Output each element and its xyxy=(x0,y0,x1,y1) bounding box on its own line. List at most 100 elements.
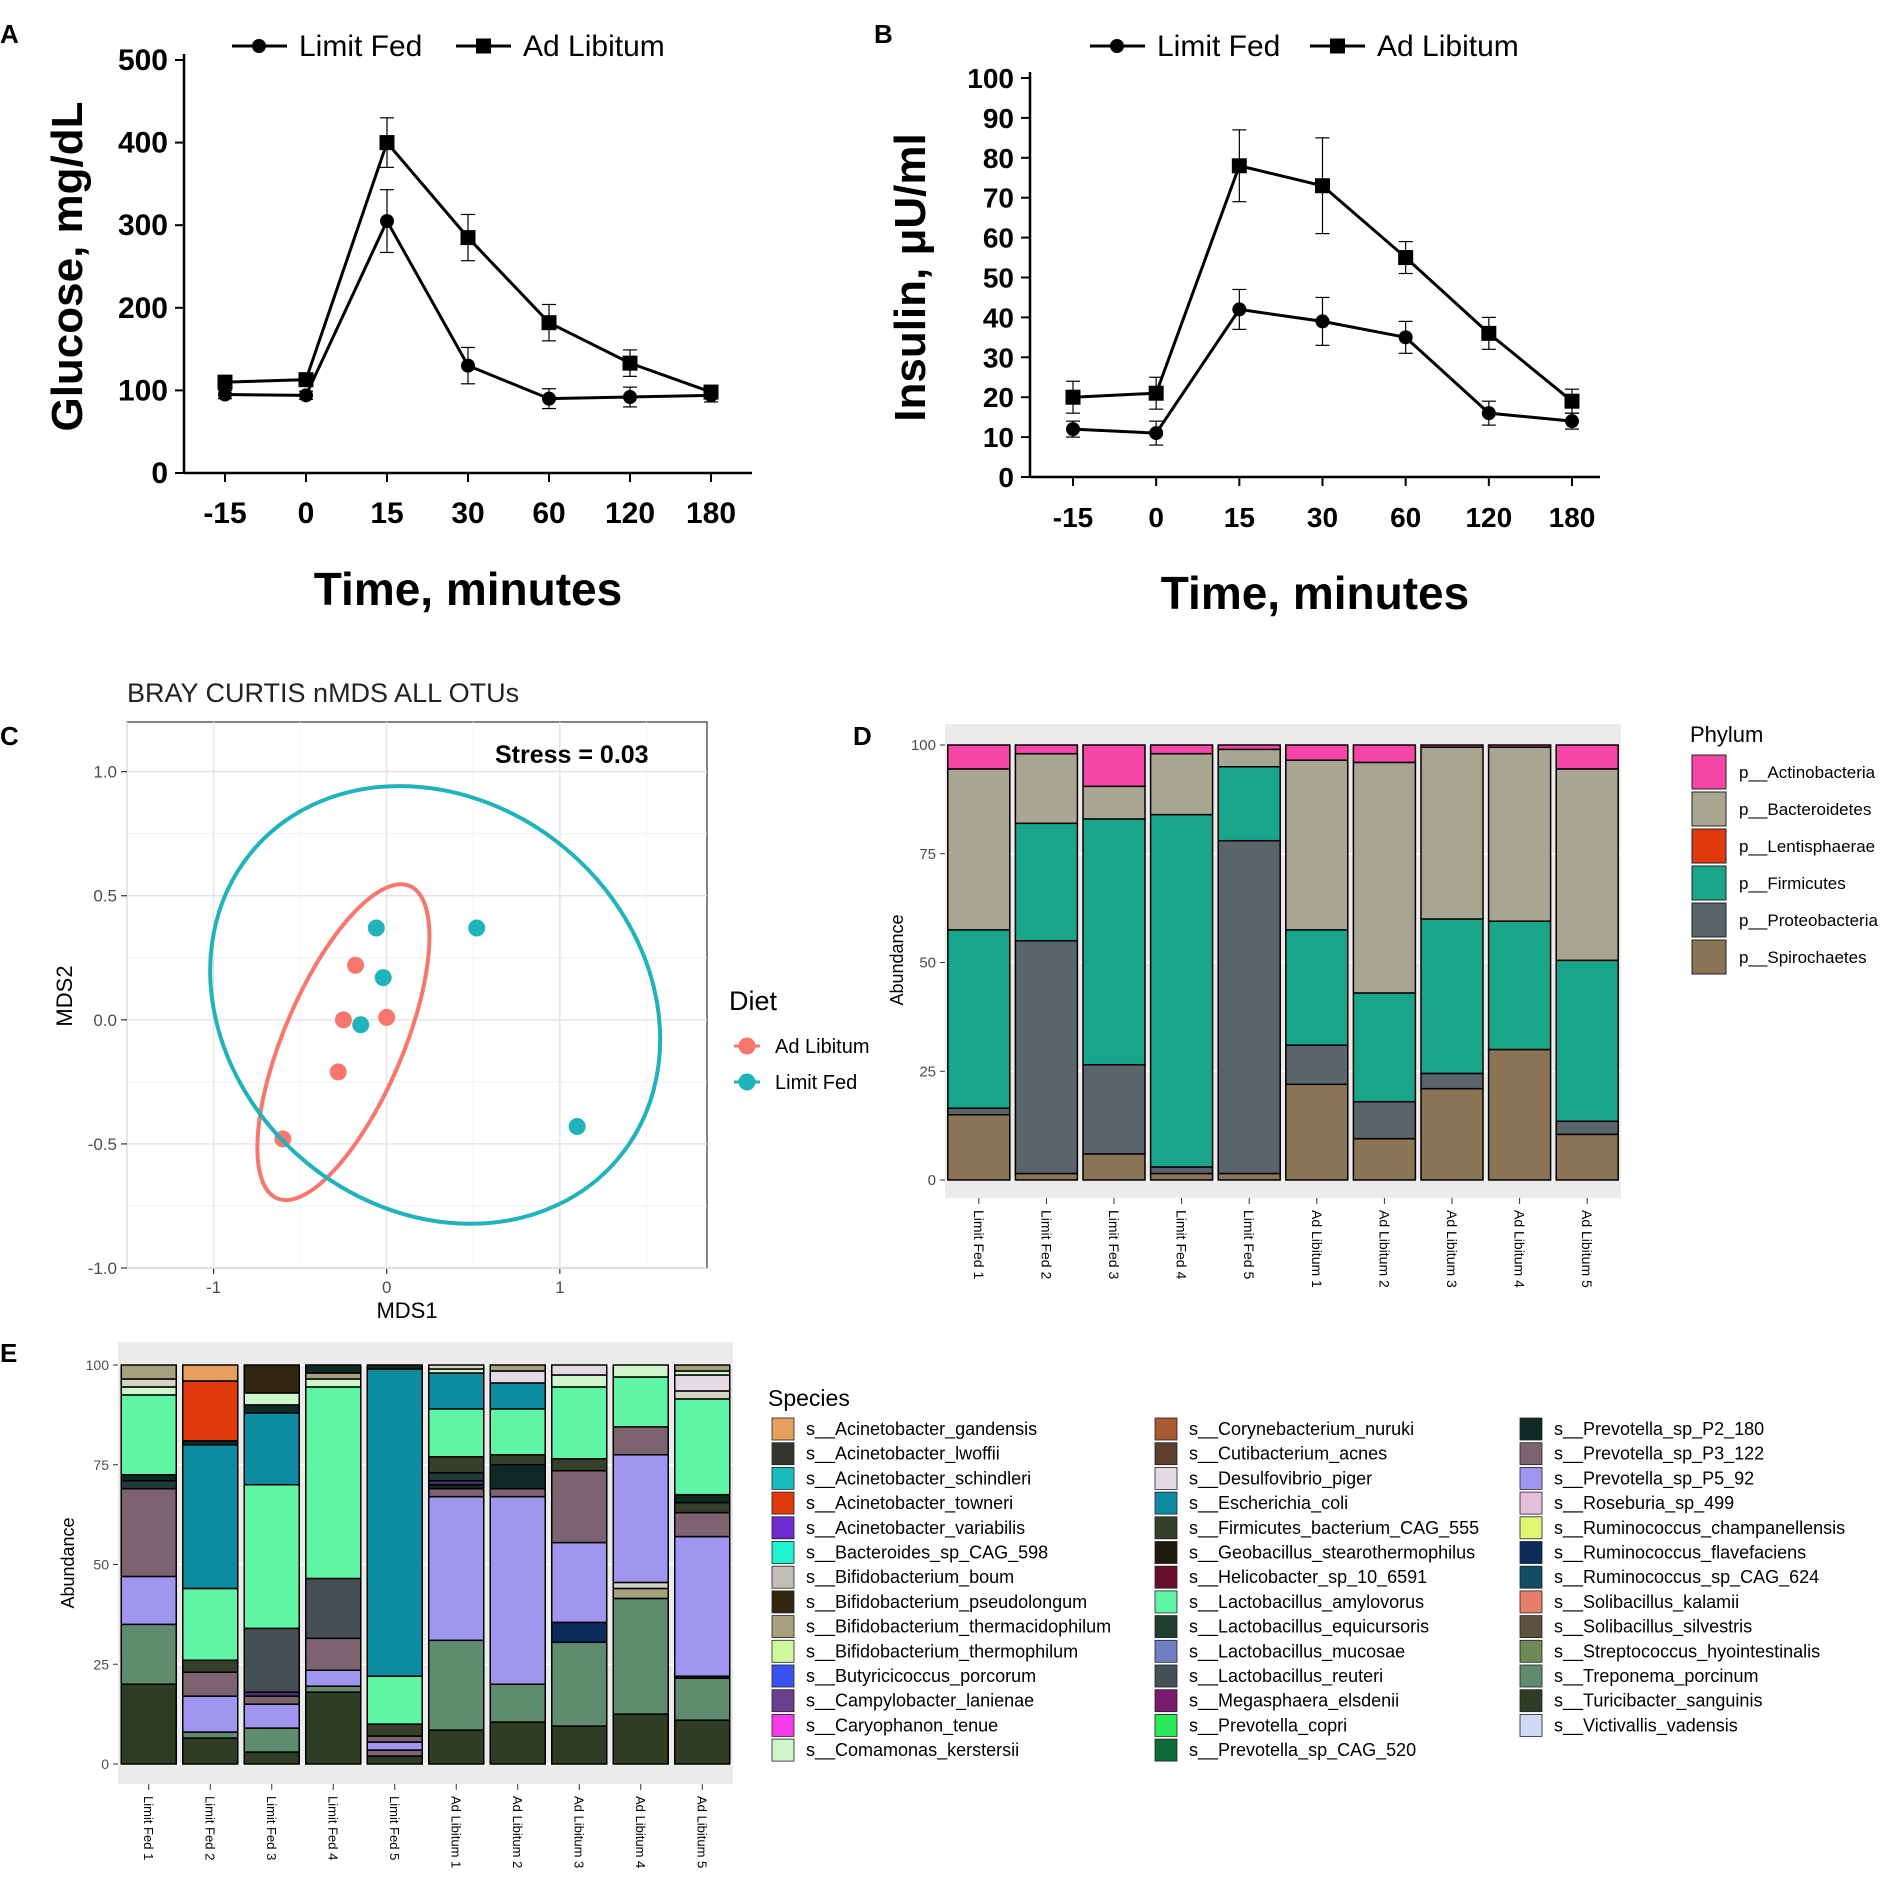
d-y-axis-label: Abundance xyxy=(887,914,907,1005)
e-bar-segment xyxy=(120,1394,177,1476)
e-legend-swatch xyxy=(1154,1516,1178,1540)
d-bar-segment xyxy=(1014,744,1079,755)
a-y-axis-label: Glucose, mg/dL xyxy=(43,101,92,431)
d-bar-segment xyxy=(1555,1120,1619,1136)
d-x-tick-label: Ad Libitum 5 xyxy=(1579,1210,1595,1288)
e-legend-label: s__Campylobacter_lanienae xyxy=(806,1691,1034,1712)
c-point-limit-fed xyxy=(367,919,385,937)
d-bar-segment xyxy=(947,1107,1011,1116)
e-bar-segment xyxy=(305,1637,362,1671)
d-bar-segment xyxy=(1285,1044,1349,1086)
e-bar-segment xyxy=(120,1364,177,1380)
e-x-tick-label: Ad Libitum 5 xyxy=(694,1796,709,1868)
e-legend-label: s__Megasphaera_elsdenii xyxy=(1189,1691,1399,1712)
b-point-ad-libitum xyxy=(1148,385,1164,401)
b-point-ad-libitum xyxy=(1564,393,1580,409)
e-legend-swatch xyxy=(1154,1714,1178,1737)
e-bar-segment xyxy=(428,1408,485,1458)
d-bar-segment xyxy=(1420,1072,1484,1090)
d-bar-segment xyxy=(1082,785,1146,820)
d-x-tick-label: Ad Libitum 3 xyxy=(1444,1210,1460,1288)
b-point-ad-libitum xyxy=(1065,389,1081,405)
e-bar-segment xyxy=(674,1511,731,1538)
d-bar-segment xyxy=(1487,1048,1552,1181)
c-plot-area xyxy=(126,721,708,1269)
e-bar-segment xyxy=(489,1370,546,1384)
a-y-tick-label: 300 xyxy=(118,209,168,242)
e-legend-label: s__Bifidobacterium_boum xyxy=(806,1567,1014,1588)
d-x-tick-label: Limit Fed 3 xyxy=(1106,1210,1122,1279)
d-bar-segment xyxy=(1149,1172,1214,1181)
c-point-ad-libitum xyxy=(347,956,365,974)
e-legend-swatch xyxy=(1154,1689,1178,1713)
e-bar-segment xyxy=(366,1364,423,1370)
b-point-limit-fed xyxy=(1232,302,1247,317)
a-legend-marker xyxy=(252,39,266,53)
e-x-tick-label: Limit Fed 4 xyxy=(325,1796,340,1860)
e-legend-label: s__Ruminococcus_sp_CAG_624 xyxy=(1554,1567,1819,1588)
e-bar-segment xyxy=(428,1364,485,1370)
a-point-ad-libitum xyxy=(622,355,638,371)
e-bar-segment xyxy=(305,1577,362,1640)
e-bar-segment xyxy=(551,1725,608,1765)
a-point-limit-fed xyxy=(623,390,637,405)
e-legend-swatch xyxy=(771,1615,795,1638)
e-bar-segment xyxy=(551,1386,608,1460)
a-point-ad-libitum xyxy=(217,374,233,390)
c-legend-label: Limit Fed xyxy=(775,1072,857,1094)
d-bar-segment xyxy=(1082,1153,1146,1181)
d-bar-segment xyxy=(947,1114,1011,1181)
d-legend-label: p__Lentisphaerae xyxy=(1739,837,1875,856)
e-legend-swatch xyxy=(1154,1541,1178,1564)
b-point-ad-libitum xyxy=(1398,250,1414,266)
e-x-tick-label: Limit Fed 3 xyxy=(264,1796,279,1860)
e-bar-segment xyxy=(243,1392,300,1406)
d-y-tick-label: 100 xyxy=(911,737,936,754)
e-legend-swatch xyxy=(1519,1541,1543,1564)
e-legend-label: s__Bacteroides_sp_CAG_598 xyxy=(806,1543,1048,1564)
b-legend-marker xyxy=(1330,38,1345,54)
panel-e-species-bar-chart: 0 25 50 75 100 Abundance Limit Fed 1 Limit Fed … xyxy=(58,1342,1845,1868)
e-legend-label: s__Butyricicoccus_porcorum xyxy=(806,1666,1036,1687)
e-bar-segment xyxy=(551,1641,608,1727)
e-bar-segment xyxy=(182,1695,239,1733)
e-bar-segment xyxy=(305,1364,362,1374)
b-point-ad-libitum xyxy=(1481,325,1497,341)
e-legend-swatch xyxy=(771,1714,795,1737)
d-x-tick-label: Ad Libitum 1 xyxy=(1309,1210,1325,1288)
a-legend-marker xyxy=(476,38,491,54)
d-y-tick-label: 0 xyxy=(928,1172,936,1189)
d-bar-segment xyxy=(1149,744,1214,755)
e-legend-swatch xyxy=(1519,1615,1543,1638)
e-bar-segment xyxy=(243,1695,300,1705)
e-bar-segment xyxy=(489,1721,546,1765)
b-x-tick-label: 30 xyxy=(1307,502,1338,533)
c-x-tick-label: 0 xyxy=(382,1278,391,1297)
e-legend-swatch xyxy=(1154,1590,1178,1614)
e-bar-segment xyxy=(674,1677,731,1721)
d-x-tick-label: Limit Fed 2 xyxy=(1038,1210,1054,1279)
e-legend-label: s__Lactobacillus_amylovorus xyxy=(1189,1592,1424,1613)
d-bar-segment xyxy=(1420,744,1484,748)
e-legend-swatch xyxy=(771,1689,795,1713)
e-bar-segment xyxy=(243,1727,300,1753)
e-bar-segment xyxy=(120,1479,177,1490)
d-legend-swatch xyxy=(1691,902,1727,938)
d-x-tick-label: Limit Fed 1 xyxy=(971,1210,987,1279)
d-bar-segment xyxy=(1420,918,1484,1075)
e-legend-label: s__Caryophanon_tenue xyxy=(806,1715,998,1736)
e-bar-segment xyxy=(243,1703,300,1729)
panel-d-phylum-bar-chart: 0 25 50 75 100 Abundance Limit Fed 1 Limit Fed … xyxy=(887,722,1878,1288)
d-x-tick-label: Limit Fed 5 xyxy=(1241,1210,1257,1279)
d-bar-segment xyxy=(1014,1172,1079,1181)
e-legend-label: s__Corynebacterium_nuruki xyxy=(1189,1419,1414,1440)
e-bar-segment xyxy=(182,1671,239,1697)
e-x-tick-label: Limit Fed 2 xyxy=(202,1796,217,1860)
e-x-tick-label: Limit Fed 5 xyxy=(387,1796,402,1860)
d-bar-segment xyxy=(1487,746,1552,922)
e-legend-swatch xyxy=(1154,1442,1178,1466)
e-legend-swatch xyxy=(1154,1565,1178,1589)
e-bar-segment xyxy=(489,1683,546,1723)
e-legend-swatch xyxy=(1519,1467,1543,1490)
d-y-tick-label: 50 xyxy=(919,955,936,972)
